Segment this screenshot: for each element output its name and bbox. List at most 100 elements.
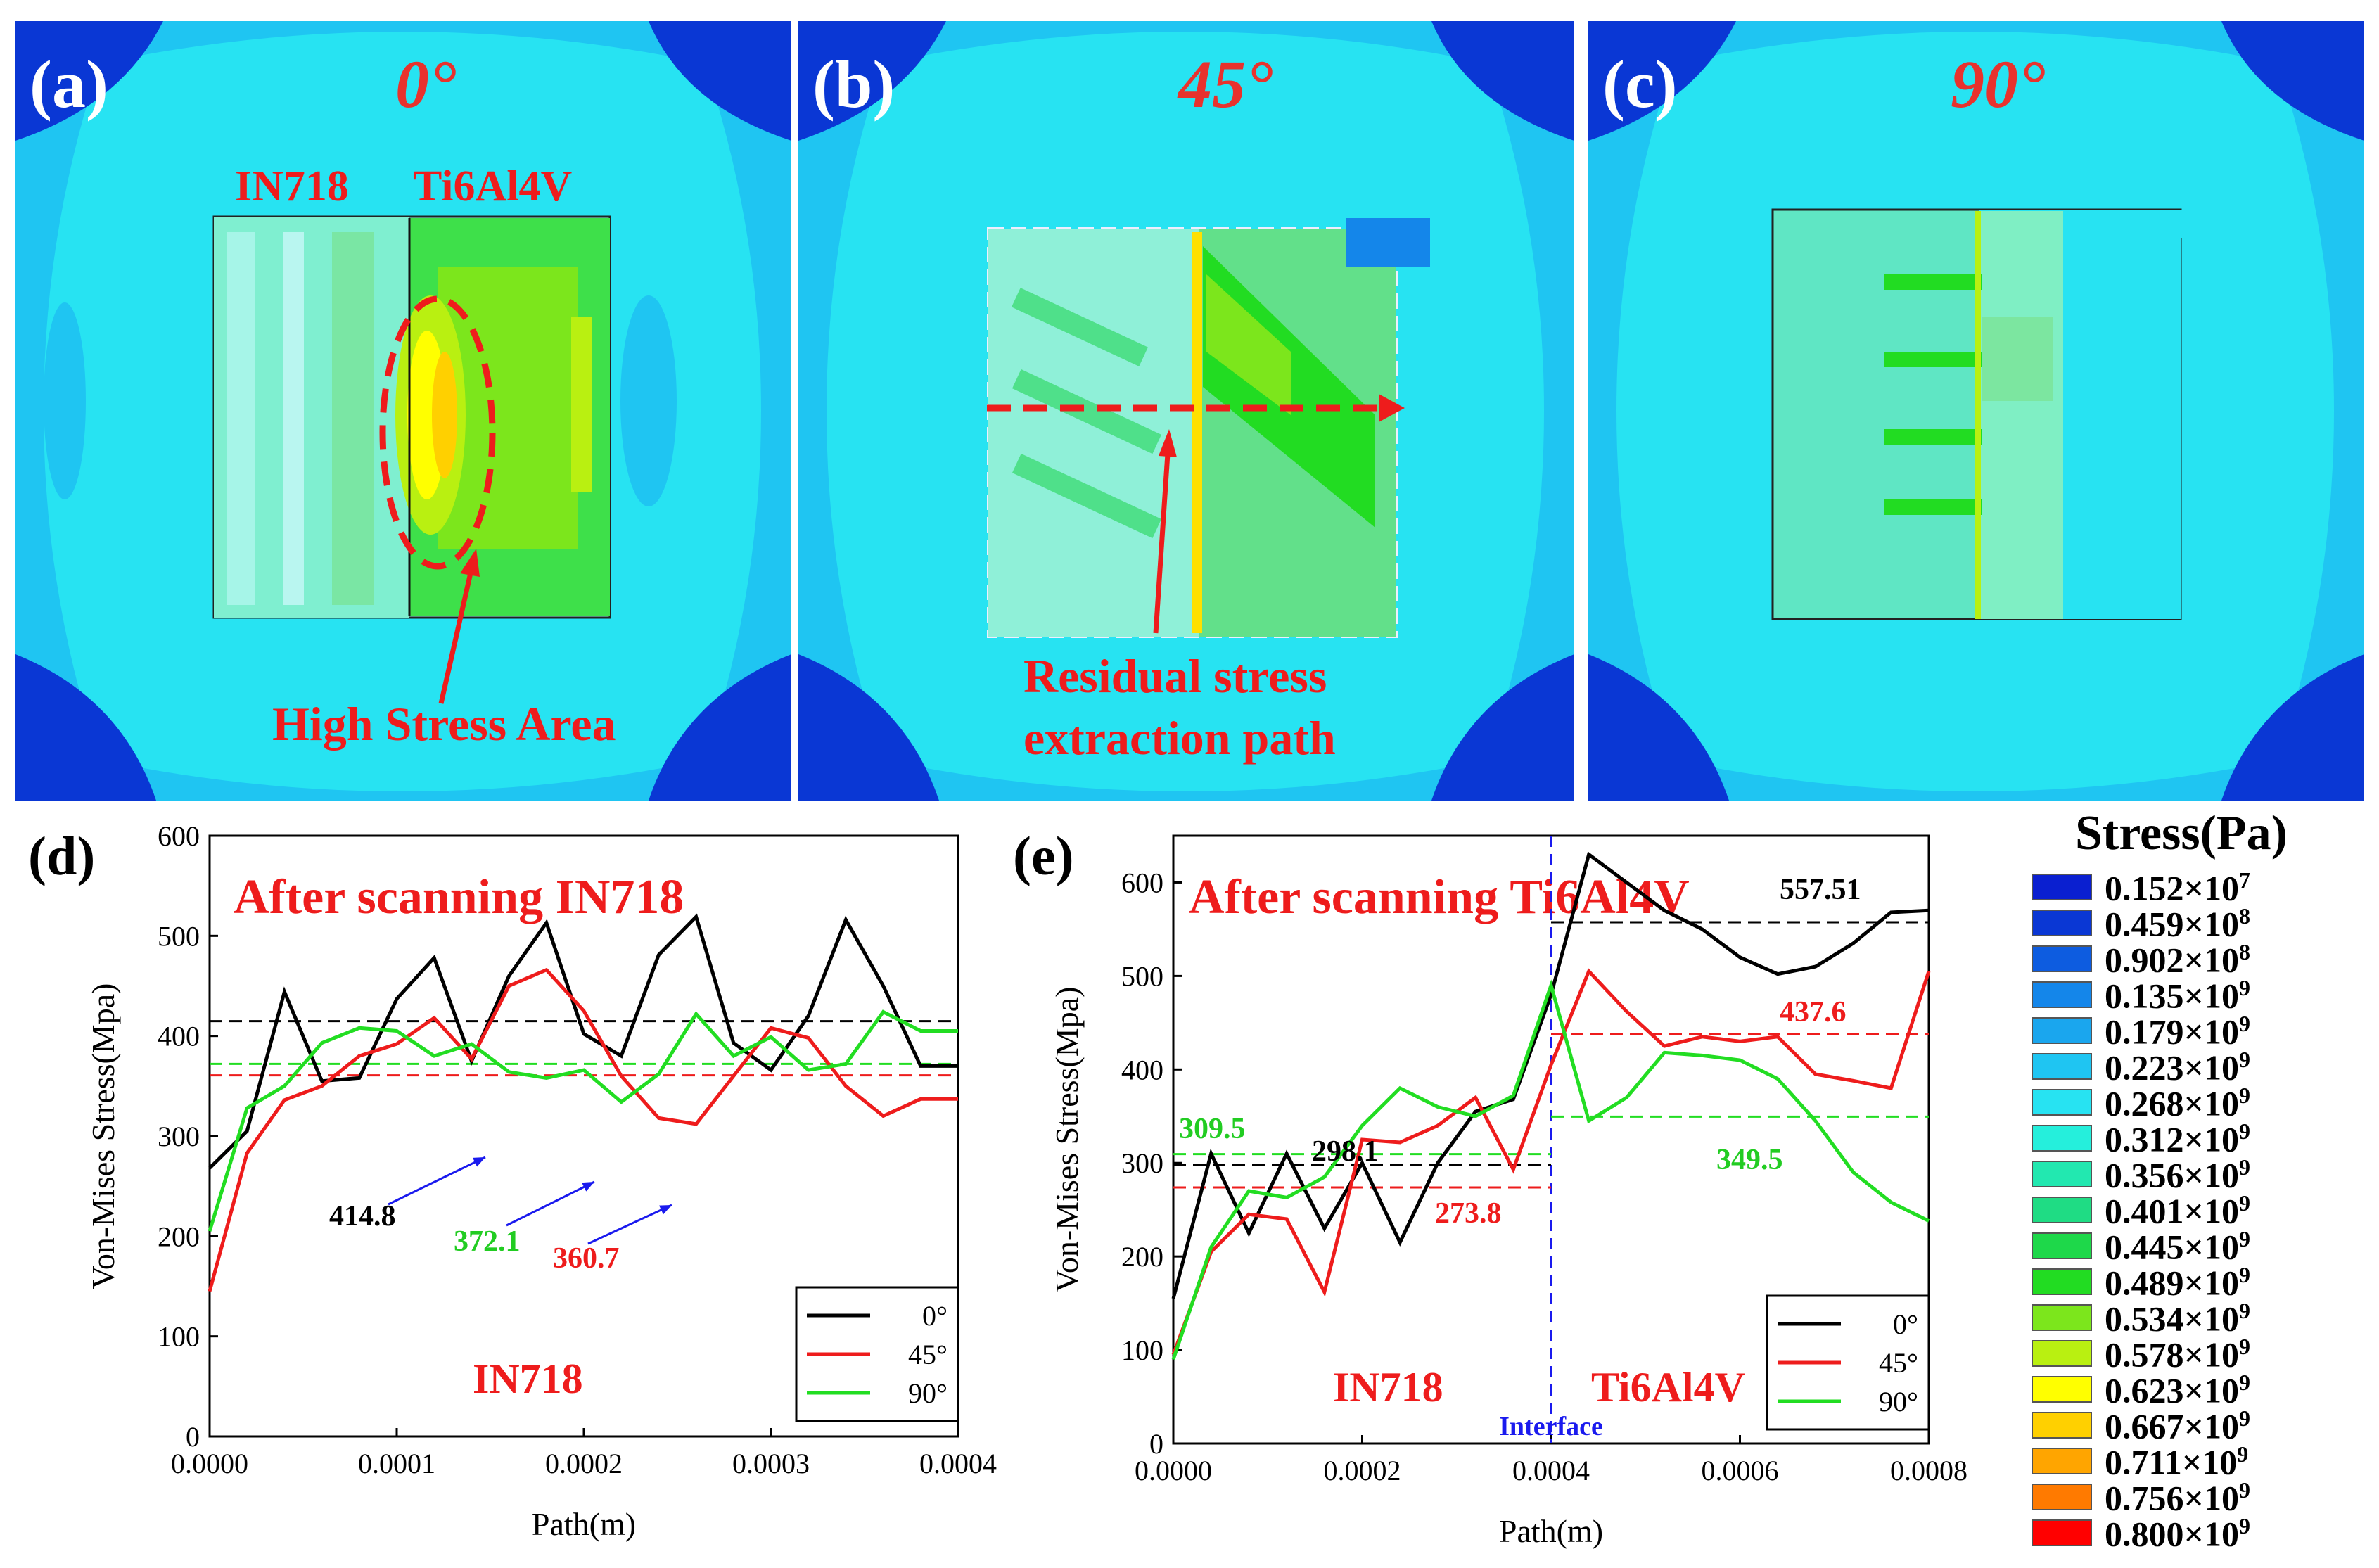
series-line: [208, 913, 958, 1170]
x-tick-label: 0.0003: [732, 1448, 810, 1479]
legend-value: 0.756×109: [2105, 1477, 2250, 1519]
stress-color-legend: Stress(Pa) 0.152×107 0.459×108 0.902×108 0.…: [2026, 805, 2364, 1565]
contour-panel-b: (b) 45° Residual stress extraction path: [798, 21, 1574, 801]
legend-color-swatch: [2032, 1519, 2092, 1546]
legend-row: 0.152×107: [2026, 867, 2364, 908]
x-tick-label: 0.0004: [1512, 1455, 1590, 1486]
legend-row: 0.800×109: [2026, 1513, 2364, 1554]
y-axis-label: Von-Mises Stress(Mpa): [1049, 987, 1085, 1293]
legend-value-exponent: 9: [2239, 1477, 2250, 1503]
y-tick-label: 500: [1121, 960, 1163, 992]
legend-row: 0.578×109: [2026, 1334, 2364, 1375]
legend-value-mantissa: 0.179×10: [2105, 1012, 2239, 1052]
contour-panel-a: (a) 0° IN718 Ti6Al4V High Stress Area: [15, 21, 791, 801]
legend-title: Stress(Pa): [2075, 806, 2288, 860]
panel-label: (d): [28, 825, 95, 886]
region-label: IN718: [1333, 1364, 1443, 1410]
region-label: IN718: [473, 1356, 583, 1402]
legend-value-mantissa: 0.902×10: [2105, 940, 2239, 980]
legend-color-swatch: [2032, 1268, 2092, 1295]
pointer-arrow: [506, 1180, 595, 1227]
legend-value-mantissa: 0.312×10: [2105, 1119, 2239, 1159]
x-tick-label: 0.0002: [1324, 1455, 1401, 1486]
y-tick-label: 400: [158, 1021, 200, 1052]
legend-color-swatch: [2032, 945, 2092, 972]
y-tick-label: 100: [1121, 1334, 1163, 1366]
legend-value: 0.578×109: [2105, 1334, 2250, 1375]
region-label: Ti6Al4V: [1591, 1364, 1745, 1410]
legend-value-exponent: 9: [2239, 1513, 2250, 1538]
x-tick-label: 0.0004: [919, 1448, 997, 1479]
legend-value: 0.667×109: [2105, 1406, 2250, 1447]
y-tick-label: 500: [158, 920, 200, 952]
mean-value-label: 437.6: [1780, 996, 1847, 1028]
x-tick-label: 0.0000: [1135, 1455, 1212, 1486]
legend-color-swatch: [2032, 1304, 2092, 1331]
legend-value-mantissa: 0.223×10: [2105, 1047, 2239, 1088]
legend-entry: 45°: [908, 1339, 948, 1370]
pointer-arrow: [388, 1156, 486, 1206]
legend-value-mantissa: 0.401×10: [2105, 1191, 2239, 1231]
legend-value-exponent: 9: [2237, 1441, 2249, 1467]
legend-color-swatch: [2032, 1053, 2092, 1080]
legend-color-swatch: [2032, 981, 2092, 1008]
legend-color-swatch: [2032, 1376, 2092, 1403]
series-line: [1171, 851, 1930, 1299]
pointer-arrowhead: [582, 1182, 594, 1192]
legend-row: 0.623×109: [2026, 1370, 2364, 1410]
y-tick-label: 200: [1121, 1241, 1163, 1273]
y-tick-label: 300: [158, 1121, 200, 1152]
legend-value-exponent: 8: [2239, 903, 2250, 929]
legend-color-swatch: [2032, 1448, 2092, 1474]
y-axis-label: Von-Mises Stress(Mpa): [85, 983, 121, 1289]
y-tick-label: 400: [1121, 1054, 1163, 1085]
legend-color-swatch: [2032, 874, 2092, 900]
series-line: [1171, 968, 1931, 1356]
y-tick-label: 300: [1121, 1147, 1163, 1179]
y-tick-label: 0: [1149, 1428, 1163, 1460]
legend-value: 0.356×109: [2105, 1154, 2250, 1196]
mean-value-label: 309.5: [1179, 1113, 1246, 1145]
legend-value: 0.902×108: [2105, 939, 2250, 981]
mean-value-label: 273.8: [1435, 1197, 1502, 1230]
legend-row: 0.312×109: [2026, 1118, 2364, 1159]
legend-value-mantissa: 0.135×10: [2105, 976, 2239, 1016]
legend-value-exponent: 7: [2239, 867, 2250, 893]
mean-value-label: 360.7: [553, 1242, 620, 1275]
legend-row: 0.902×108: [2026, 939, 2364, 980]
legend-value: 0.135×109: [2105, 975, 2250, 1016]
contour-panel-c: (c) 90°: [1588, 21, 2364, 801]
chart-title: After scanning Ti6Al4V: [1189, 870, 1690, 924]
legend-row: 0.667×109: [2026, 1406, 2364, 1446]
series-line: [208, 1009, 958, 1232]
legend-row: 0.135×109: [2026, 975, 2364, 1016]
legend-value: 0.401×109: [2105, 1190, 2250, 1232]
legend-value-exponent: 9: [2239, 1370, 2250, 1395]
x-tick-label: 0.0002: [545, 1448, 623, 1479]
x-tick-label: 0.0000: [171, 1448, 248, 1479]
line-chart-d: (d) 0 100 200 300 400 500 600 0.0000 0.0001 0.0002…: [28, 820, 997, 1542]
legend-color-swatch: [2032, 910, 2092, 936]
legend-color-swatch: [2032, 1125, 2092, 1152]
legend-value-mantissa: 0.578×10: [2105, 1334, 2239, 1375]
high-stress-annotation: High Stress Area: [272, 697, 616, 751]
angle-label-c: 90°: [1951, 46, 2046, 122]
legend-value-mantissa: 0.489×10: [2105, 1263, 2239, 1303]
legend-color-swatch: [2032, 1484, 2092, 1510]
stress-contour-b: [798, 21, 1574, 801]
panel-label: (e): [1013, 825, 1074, 886]
legend-color-swatch: [2032, 1197, 2092, 1223]
legend-value-mantissa: 0.534×10: [2105, 1299, 2239, 1339]
legend-value: 0.312×109: [2105, 1118, 2250, 1160]
angle-label-a: 0°: [395, 46, 457, 122]
legend-value-exponent: 9: [2239, 1118, 2250, 1144]
mean-value-label: 349.5: [1716, 1144, 1783, 1176]
legend-value-exponent: 9: [2239, 1298, 2250, 1323]
legend-value-mantissa: 0.623×10: [2105, 1370, 2239, 1410]
pointer-arrow: [587, 1204, 672, 1245]
legend-value-mantissa: 0.445×10: [2105, 1227, 2239, 1267]
legend-value-exponent: 9: [2239, 1334, 2250, 1359]
extraction-path-annotation-line2: extraction path: [1023, 711, 1336, 765]
x-tick-label: 0.0008: [1890, 1455, 1967, 1486]
interface-label: Interface: [1499, 1412, 1603, 1441]
